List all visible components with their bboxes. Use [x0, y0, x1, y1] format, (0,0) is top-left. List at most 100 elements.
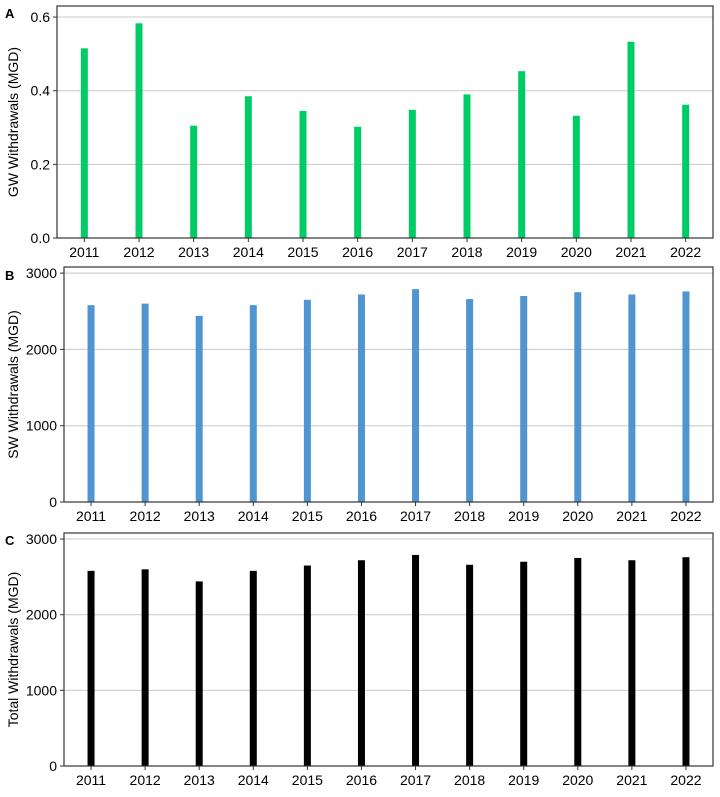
panel-a-xtick-label-2020: 2020 — [561, 244, 592, 260]
panel-b-xtick-label-2014: 2014 — [238, 508, 269, 524]
panel-c-y-axis-title: Total Withdrawals (MGD) — [5, 572, 21, 728]
panel-b-bar-2011 — [87, 305, 95, 502]
panel-a-bar-2020 — [572, 115, 580, 238]
panel-c-xtick-label-2019: 2019 — [508, 772, 539, 788]
panel-a-bar-2019 — [518, 71, 526, 238]
panel-b-ytick-label-3: 3000 — [26, 265, 57, 281]
panel-c-ytick-label-0: 0 — [49, 758, 57, 774]
panel-b-xtick-label-2021: 2021 — [616, 508, 647, 524]
panel-c-bar-2015 — [303, 565, 311, 766]
panel-c-xtick-label-2018: 2018 — [454, 772, 485, 788]
panel-b-bar-2013 — [195, 315, 203, 502]
panel-a-bar-2012 — [135, 23, 143, 238]
panel-c-bar-2014 — [249, 570, 257, 766]
panel-a-bar-2016 — [354, 126, 362, 238]
panel-a-bar-2021 — [627, 41, 635, 238]
panel-a-xtick-label-2012: 2012 — [123, 244, 154, 260]
panel-c-plot-area — [64, 533, 713, 766]
panel-c-bar-2013 — [195, 581, 203, 766]
panel-c: 0 1000 2000 3000 2011 2012 2013 2014 2015 2016 201… — [5, 531, 714, 788]
panel-b-bar-2022 — [682, 291, 690, 502]
panel-c-xtick-label-2020: 2020 — [562, 772, 593, 788]
panel-b-bar-2014 — [249, 305, 257, 502]
panel-b-bar-2017 — [412, 289, 420, 502]
panel-c-bar-2022 — [682, 557, 690, 766]
panel-c-letter: C — [5, 533, 15, 548]
panel-a-xtick-label-2016: 2016 — [342, 244, 373, 260]
panel-b-xtick-label-2016: 2016 — [346, 508, 377, 524]
panel-a-bar-2015 — [299, 110, 307, 238]
panel-c-xtick-label-2021: 2021 — [616, 772, 647, 788]
panel-a-xtick-label-2013: 2013 — [178, 244, 209, 260]
panel-b-bar-2019 — [520, 295, 528, 502]
panel-a-frame — [56, 5, 714, 239]
panel-a-xtick-label-2014: 2014 — [233, 244, 264, 260]
panel-a-xtick-label-2017: 2017 — [397, 244, 428, 260]
panel-c-frame — [63, 532, 714, 767]
panel-c-ytick-label-1: 1000 — [26, 682, 57, 698]
panel-c-xtick-label-2014: 2014 — [238, 772, 269, 788]
panel-a-bar-2011 — [80, 48, 88, 238]
panel-a-bar-2017 — [408, 109, 416, 238]
panel-b-bar-2012 — [141, 303, 149, 502]
panel-a-bar-2022 — [682, 104, 690, 238]
panel-c-xtick-label-2013: 2013 — [184, 772, 215, 788]
panel-c-bar-2020 — [574, 557, 582, 766]
panel-b-xtick-label-2019: 2019 — [508, 508, 539, 524]
panel-c-xtick-label-2015: 2015 — [292, 772, 323, 788]
panel-a-bar-2014 — [244, 96, 252, 238]
panel-b-y-axis-title: SW Withdrawals (MGD) — [5, 310, 21, 459]
panel-c-ytick-label-2: 2000 — [26, 607, 57, 623]
panel-b-frame — [63, 266, 714, 503]
panel-a-xtick-label-2022: 2022 — [670, 244, 701, 260]
panel-c-ytick-label-3: 3000 — [26, 531, 57, 547]
panel-b-bar-2018 — [466, 299, 474, 502]
panel-a-ytick-label-2: 0.4 — [31, 83, 51, 99]
panel-b-xtick-label-2012: 2012 — [130, 508, 161, 524]
panel-a: 0.0 0.2 0.4 0.6 2011 2012 2013 2014 2015 2016 2017… — [5, 5, 714, 260]
panel-b-letter: B — [5, 268, 14, 283]
panel-a-ytick-label-0: 0.0 — [31, 230, 51, 246]
panel-a-xtick-label-2015: 2015 — [287, 244, 318, 260]
panel-c-xtick-label-2012: 2012 — [130, 772, 161, 788]
panel-c-xtick-label-2017: 2017 — [400, 772, 431, 788]
panel-a-xtick-label-2019: 2019 — [506, 244, 537, 260]
panel-b-xtick-label-2020: 2020 — [562, 508, 593, 524]
panel-b-xtick-label-2017: 2017 — [400, 508, 431, 524]
panel-c-xtick-label-2016: 2016 — [346, 772, 377, 788]
panel-a-xtick-label-2011: 2011 — [69, 244, 99, 260]
panel-b-bar-2020 — [574, 292, 582, 502]
panel-a-xtick-label-2018: 2018 — [451, 244, 482, 260]
panel-b-bar-2021 — [628, 294, 636, 502]
panel-b-xtick-label-2018: 2018 — [454, 508, 485, 524]
panel-a-ytick-label-3: 0.6 — [31, 9, 51, 25]
panel-b-xtick-label-2015: 2015 — [292, 508, 323, 524]
panel-c-bar-2011 — [87, 570, 95, 766]
panel-c-bar-2017 — [412, 554, 420, 766]
panel-b-xtick-label-2013: 2013 — [184, 508, 215, 524]
panel-c-bar-2016 — [357, 560, 365, 766]
panel-a-letter: A — [5, 6, 15, 21]
panel-b-plot-area — [64, 267, 713, 502]
panel-a-plot-area — [57, 6, 713, 238]
panel-c-bar-2019 — [520, 561, 528, 766]
panel-c-xtick-label-2011: 2011 — [76, 772, 106, 788]
panel-b-ytick-label-2: 2000 — [26, 341, 57, 357]
panel-a-y-axis-title: GW Withdrawals (MGD) — [5, 47, 21, 197]
panel-b: 0 1000 2000 3000 2011 2012 2013 2014 2015 2016 201… — [5, 265, 714, 524]
panel-b-bar-2016 — [357, 294, 365, 502]
panel-a-xtick-label-2021: 2021 — [615, 244, 646, 260]
panel-c-bar-2021 — [628, 560, 636, 766]
panel-c-bar-2012 — [141, 569, 149, 766]
panel-a-ytick-label-1: 0.2 — [31, 156, 51, 172]
panel-a-bar-2018 — [463, 94, 471, 238]
panel-b-ytick-label-0: 0 — [49, 494, 57, 510]
panel-b-ytick-label-1: 1000 — [26, 418, 57, 434]
panel-c-xtick-label-2022: 2022 — [670, 772, 701, 788]
panel-b-xtick-label-2022: 2022 — [670, 508, 701, 524]
panel-b-xtick-label-2011: 2011 — [76, 508, 106, 524]
panel-c-bar-2018 — [466, 564, 474, 766]
panel-a-bar-2013 — [190, 125, 198, 238]
